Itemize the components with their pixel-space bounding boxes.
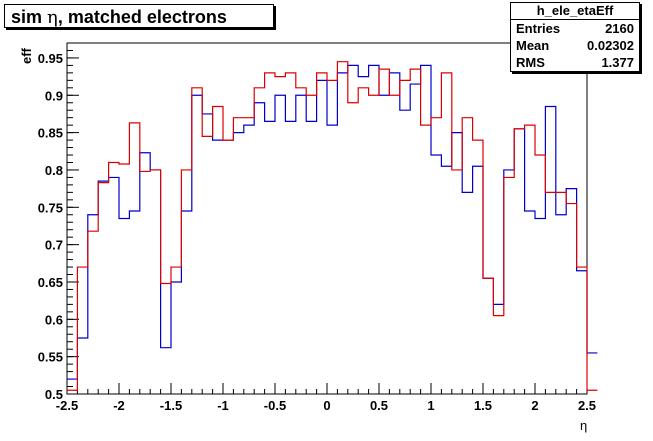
y-tick-label: 0.55 <box>38 350 63 365</box>
stats-box: h_ele_etaEff Entries 2160 Mean 0.02302 R… <box>510 2 640 72</box>
stats-label: Mean <box>516 38 550 53</box>
y-tick-label: 0.65 <box>38 275 63 290</box>
title-prefix: sim <box>11 7 48 27</box>
x-tick-label: -2.5 <box>56 398 78 413</box>
x-tick-label: 0.5 <box>370 398 388 413</box>
y-tick-label: 0.8 <box>45 163 63 178</box>
x-tick-label: 1.5 <box>474 398 492 413</box>
stats-value: 0.02302 <box>587 38 634 53</box>
series-blue-line <box>67 64 598 380</box>
series-red-line <box>67 61 598 391</box>
series-layer <box>67 61 598 391</box>
stats-histogram-name: h_ele_etaEff <box>511 3 639 20</box>
stats-label: RMS <box>516 55 545 70</box>
x-tick-label: 0 <box>323 398 330 413</box>
axis-ticks <box>66 42 588 395</box>
title-suffix: , matched electrons <box>57 7 227 27</box>
y-axis-label: eff <box>19 47 34 64</box>
y-tick-label: 0.7 <box>45 238 63 253</box>
x-axis-label: η <box>580 418 587 433</box>
x-tick-label: -1.5 <box>160 398 182 413</box>
chart-title: sim η, matched electrons <box>4 4 274 28</box>
x-tick-label: -2 <box>113 398 125 413</box>
x-tick-label: 1 <box>427 398 434 413</box>
x-tick-label: 2.5 <box>578 398 596 413</box>
x-tick-label: 2 <box>531 398 538 413</box>
x-tick-label: -1 <box>217 398 229 413</box>
y-tick-label: 0.75 <box>38 200 63 215</box>
y-tick-label: 0.85 <box>38 126 63 141</box>
stats-value: 1.377 <box>601 55 634 70</box>
stats-value: 2160 <box>605 21 634 36</box>
stats-label: Entries <box>516 21 561 36</box>
stats-row-entries: Entries 2160 <box>511 20 639 37</box>
axis-labels: -2.5 -2 -1.5 -1 -0.5 0 0.5 1 1.5 2 2.5 0.5 0.55 0.6 0.… <box>38 51 596 413</box>
x-tick-label: -0.5 <box>264 398 286 413</box>
y-tick-label: 0.95 <box>38 51 63 66</box>
y-tick-label: 0.9 <box>45 88 63 103</box>
title-symbol: η <box>47 7 58 28</box>
y-tick-label: 0.6 <box>45 312 63 327</box>
stats-row-mean: Mean 0.02302 <box>511 37 639 54</box>
stats-row-rms: RMS 1.377 <box>511 54 639 71</box>
y-tick-label: 0.5 <box>45 387 63 402</box>
